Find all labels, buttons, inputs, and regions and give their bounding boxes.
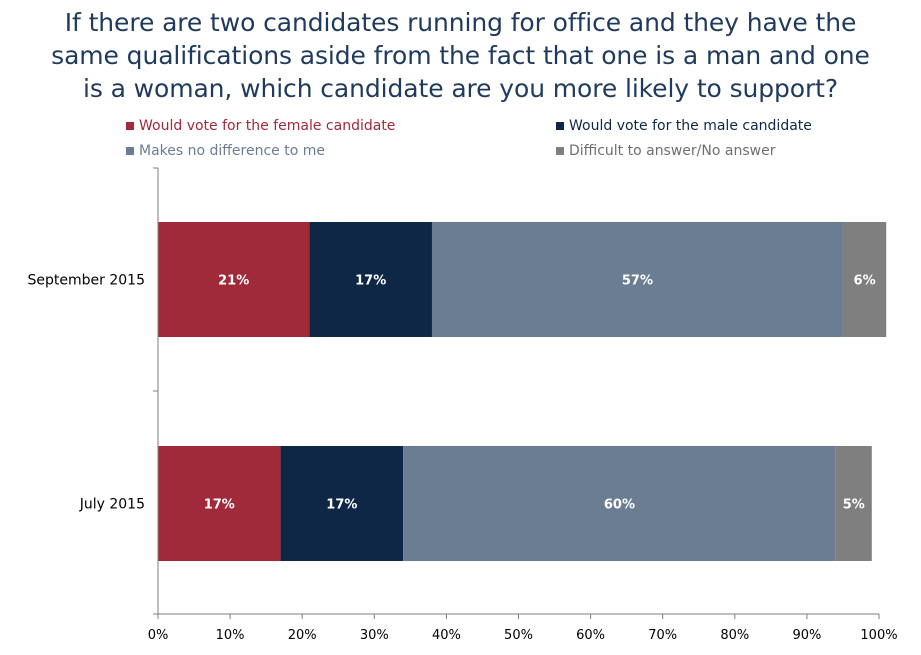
axes-group: September 2015 July 2015 0% 10% 20% 30% 40% 50%… xyxy=(28,167,898,643)
legend-item-no-answer: Difficult to answer/No answer xyxy=(556,143,775,159)
bar-no-answer-july-2015 xyxy=(835,446,872,561)
x-tick-label-4: 40% xyxy=(432,628,461,643)
bar-no-difference-september-2015 xyxy=(431,222,843,337)
legend-item-female: Would vote for the female candidate xyxy=(126,118,395,134)
bar-no-answer-september-2015 xyxy=(842,222,887,337)
bar-male-september-2015 xyxy=(309,222,432,337)
legend-item-no-difference: Makes no difference to me xyxy=(126,143,325,159)
data-label-female-july-2015: 17% xyxy=(204,498,235,513)
bars-group: 21% 17% 57% 6% 17% 17% 60% 5% xyxy=(158,222,887,561)
x-tick-label-9: 90% xyxy=(792,628,821,643)
x-tick-label-1: 10% xyxy=(216,628,245,643)
x-tick-label-2: 20% xyxy=(288,628,317,643)
x-tick-label-8: 80% xyxy=(720,628,749,643)
data-label-no-difference-july-2015: 60% xyxy=(604,498,635,513)
chart-title: If there are two candidates running for … xyxy=(0,6,921,105)
x-tick-label-10: 100% xyxy=(860,628,897,643)
x-tick-label-0: 0% xyxy=(148,628,169,643)
category-label-july-2015: July 2015 xyxy=(79,497,145,513)
x-tick-label-3: 30% xyxy=(360,628,389,643)
legend-label-no-answer: Difficult to answer/No answer xyxy=(569,143,776,159)
data-label-no-answer-july-2015: 5% xyxy=(843,498,865,513)
legend-swatch-male xyxy=(556,122,564,130)
legend-label-no-difference: Makes no difference to me xyxy=(139,143,325,159)
data-label-no-answer-september-2015: 6% xyxy=(854,274,876,289)
title-line-1: If there are two candidates running for … xyxy=(64,8,857,37)
bar-female-september-2015 xyxy=(158,222,310,337)
legend-swatch-no-difference xyxy=(126,147,134,155)
title-line-3: is a woman, which candidate are you more… xyxy=(82,74,839,103)
data-label-female-september-2015: 21% xyxy=(218,274,249,289)
bar-male-july-2015 xyxy=(280,446,404,561)
bar-female-july-2015 xyxy=(158,446,281,561)
data-label-male-july-2015: 17% xyxy=(326,498,357,513)
data-label-male-september-2015: 17% xyxy=(355,274,386,289)
legend-item-male: Would vote for the male candidate xyxy=(556,118,812,134)
title-line-2: same qualifications aside from the fact … xyxy=(51,41,870,70)
legend-swatch-no-answer xyxy=(556,147,564,155)
legend-swatch-female xyxy=(126,122,134,130)
legend-label-female: Would vote for the female candidate xyxy=(139,118,396,134)
x-tick-label-5: 50% xyxy=(504,628,533,643)
x-tick-label-7: 70% xyxy=(648,628,677,643)
category-label-september-2015: September 2015 xyxy=(28,273,145,289)
legend-label-male: Would vote for the male candidate xyxy=(569,118,812,134)
bar-no-difference-july-2015 xyxy=(403,446,836,561)
data-label-no-difference-september-2015: 57% xyxy=(622,274,653,289)
x-tick-label-6: 60% xyxy=(576,628,605,643)
